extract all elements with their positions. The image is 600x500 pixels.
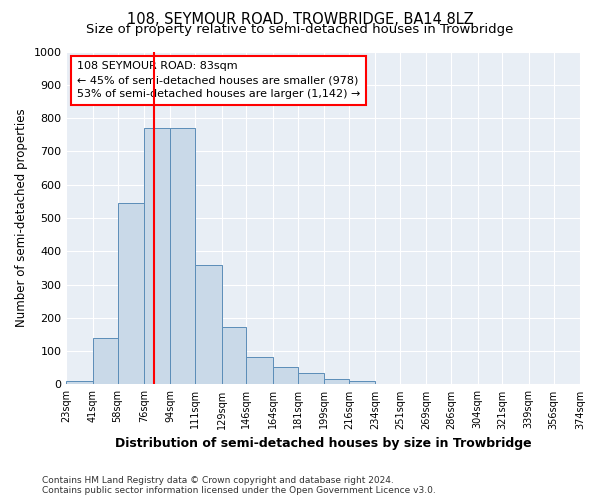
Bar [349, 381, 375, 384]
Text: 108, SEYMOUR ROAD, TROWBRIDGE, BA14 8LZ: 108, SEYMOUR ROAD, TROWBRIDGE, BA14 8LZ [127, 12, 473, 28]
Text: 108 SEYMOUR ROAD: 83sqm
← 45% of semi-detached houses are smaller (978)
53% of s: 108 SEYMOUR ROAD: 83sqm ← 45% of semi-de… [77, 62, 360, 100]
Bar [221, 327, 247, 384]
Bar [247, 357, 273, 384]
Text: Contains HM Land Registry data © Crown copyright and database right 2024.
Contai: Contains HM Land Registry data © Crown c… [42, 476, 436, 495]
Bar [118, 203, 144, 384]
Bar [144, 128, 170, 384]
Bar [273, 367, 298, 384]
X-axis label: Distribution of semi-detached houses by size in Trowbridge: Distribution of semi-detached houses by … [115, 437, 532, 450]
Y-axis label: Number of semi-detached properties: Number of semi-detached properties [15, 108, 28, 328]
Bar [298, 373, 324, 384]
Text: Size of property relative to semi-detached houses in Trowbridge: Size of property relative to semi-detach… [86, 22, 514, 36]
Bar [195, 265, 221, 384]
Bar [324, 379, 349, 384]
Bar [93, 338, 118, 384]
Bar [170, 128, 195, 384]
Bar [67, 381, 93, 384]
